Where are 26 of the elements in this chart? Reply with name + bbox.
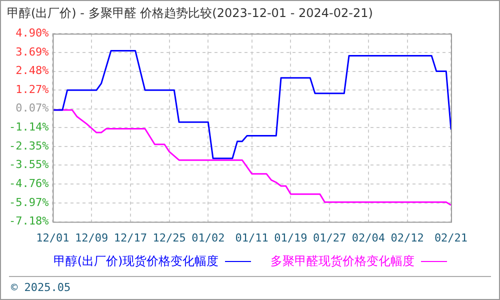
x-tick-label: 01/27: [313, 231, 346, 244]
legend-label: 甲醇(出厂价)现货价格变化幅度: [53, 254, 219, 268]
x-tick-label: 01/19: [274, 231, 308, 244]
x-tick-label: 01/11: [235, 231, 268, 244]
x-tick-label: 01/02: [192, 231, 225, 244]
x-tick-label: 12/01: [36, 231, 70, 244]
y-tick-label: 1.27%: [16, 83, 50, 96]
x-tick-label: 02/21: [434, 231, 468, 244]
y-tick-label: -5.97%: [8, 196, 50, 209]
y-tick-label: -3.55%: [8, 158, 50, 172]
text: © 2025.05: [11, 281, 71, 294]
y-tick-label: -7.18%: [8, 214, 50, 228]
legend-label: 多聚甲醛现货价格变化幅度: [270, 254, 415, 268]
y-tick-label: 3.69%: [16, 45, 50, 58]
x-tick-label: 12/25: [152, 231, 186, 244]
y-tick-label: -2.35%: [8, 139, 50, 152]
x-tick-label: 12/17: [114, 231, 148, 244]
y-tick-label: 2.48%: [16, 64, 50, 78]
x-tick-label: 02/12: [390, 231, 424, 244]
x-tick-label: 12/09: [75, 231, 108, 244]
y-tick-label: -4.76%: [8, 176, 50, 190]
chart-title: 甲醇(出厂价) - 多聚甲醛 价格趋势比较(2023-12-01 - 2024-02-21): [6, 5, 374, 22]
y-tick-label: 0.07%: [16, 102, 50, 115]
x-tick-label: 02/04: [352, 231, 386, 244]
y-tick-label: -1.14%: [8, 120, 50, 134]
y-tick-label: 4.90%: [16, 26, 50, 40]
